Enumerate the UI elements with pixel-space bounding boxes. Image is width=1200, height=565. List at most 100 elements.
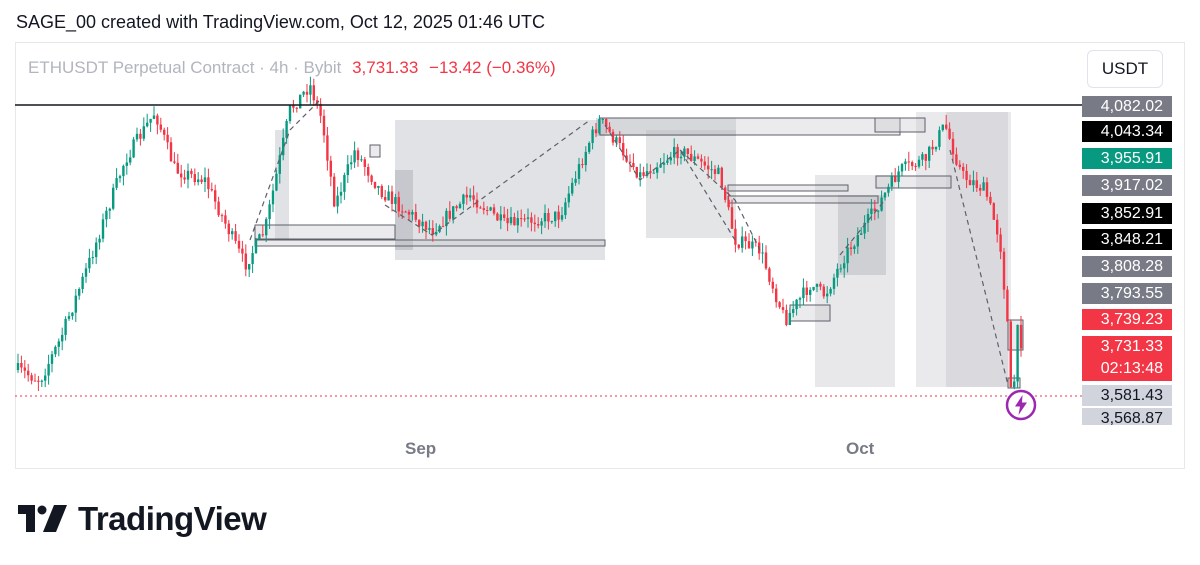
candle-body [962,166,965,171]
candle-body [805,287,808,295]
candle-body [897,171,900,182]
candle-body [57,341,60,347]
candle-body [503,214,506,218]
candle-body [186,170,190,180]
projection-path [384,119,591,236]
currency-button[interactable]: USDT [1087,50,1163,88]
candle-body [924,154,927,161]
candle-body [292,105,295,108]
candle-body [74,295,77,313]
candle-body [615,137,618,143]
candle-body [125,162,128,166]
candle-body [982,182,985,191]
candle-body [713,169,717,174]
candle-body [360,159,363,161]
candle-body [557,211,560,220]
candle-body [431,228,434,235]
candle-body [707,165,710,170]
candle-body [632,162,635,168]
candle-body [792,309,795,313]
candle-body [404,211,407,213]
candle-body [826,293,829,297]
candle-body [108,208,111,211]
projection-paths-layer [249,99,1009,386]
candle-body [44,375,47,381]
candle-body [992,203,995,220]
candle-body [921,154,924,160]
candle-body [475,199,479,208]
candle-body [581,164,584,166]
zone-rect [596,118,736,136]
candle-body [673,146,676,158]
candle-body [448,210,451,219]
candle-body [486,210,489,212]
candle-body [176,162,179,174]
bar-countdown: 02:13:48 [1100,360,1163,377]
price-axis-label: 3,568.87 [1082,408,1172,427]
candle-body [333,176,336,207]
current-price-value: 3,731.33 [1100,338,1163,355]
candle-body [829,288,832,294]
candle-body [98,238,101,243]
tradingview-wordmark: TradingView [78,500,267,537]
candle-body [513,217,516,226]
candle-body [571,182,574,194]
price-axis-label: 3,739.23 [1082,309,1172,330]
candle-body [649,171,652,173]
candle-body [203,177,207,183]
candle-body [105,210,108,220]
price-change-label: −13.42 (−0.36%) [429,58,556,77]
candle-body [530,217,533,223]
candle-body [836,268,839,278]
candle-body [832,277,836,289]
candle-body [492,207,496,214]
candle-body [785,309,788,325]
zone-rect [395,120,605,260]
candle-body [479,207,482,209]
level-box [875,175,952,189]
lines-layer [15,104,1082,397]
candle-body [353,150,356,163]
lightning-icon[interactable] [1005,389,1037,421]
candle-body [979,187,982,191]
candle-body [322,115,326,136]
candle-body [356,150,360,161]
candle-body [183,177,186,180]
candle-body [951,138,955,155]
candle-body [662,162,666,165]
candle-body [656,167,659,173]
candle-body [523,218,526,220]
candle-body [730,207,734,229]
candle-body [458,203,462,209]
candle-body [299,94,302,109]
projection-path [249,99,321,241]
candle-body [798,298,802,300]
candle-body [550,221,553,223]
candle-body [696,156,700,159]
candle-body [343,175,346,192]
price-axis-label: 3,581.43 [1082,385,1172,406]
level-box [254,224,396,240]
candle-body [849,247,853,249]
candle-body [146,122,149,127]
candle-body [254,239,258,254]
candle-body [846,247,849,264]
candle-body [588,142,591,152]
candle-body [686,148,689,154]
candle-body [207,177,210,190]
candle-body [234,231,237,241]
candle-body [27,370,30,376]
candle-body [968,179,972,186]
candle-body [710,169,713,171]
symbol-legend[interactable]: ETHUSDT Perpetual Contract · 4h · Bybit … [28,58,556,78]
candle-body [40,380,43,382]
candle-body [418,219,421,227]
candle-body [441,226,445,228]
candle-body [445,210,448,227]
candle-body [499,214,502,221]
projection-path [949,149,1009,386]
candle-body [611,131,615,143]
candle-body [326,135,329,161]
candle-body [285,121,288,138]
